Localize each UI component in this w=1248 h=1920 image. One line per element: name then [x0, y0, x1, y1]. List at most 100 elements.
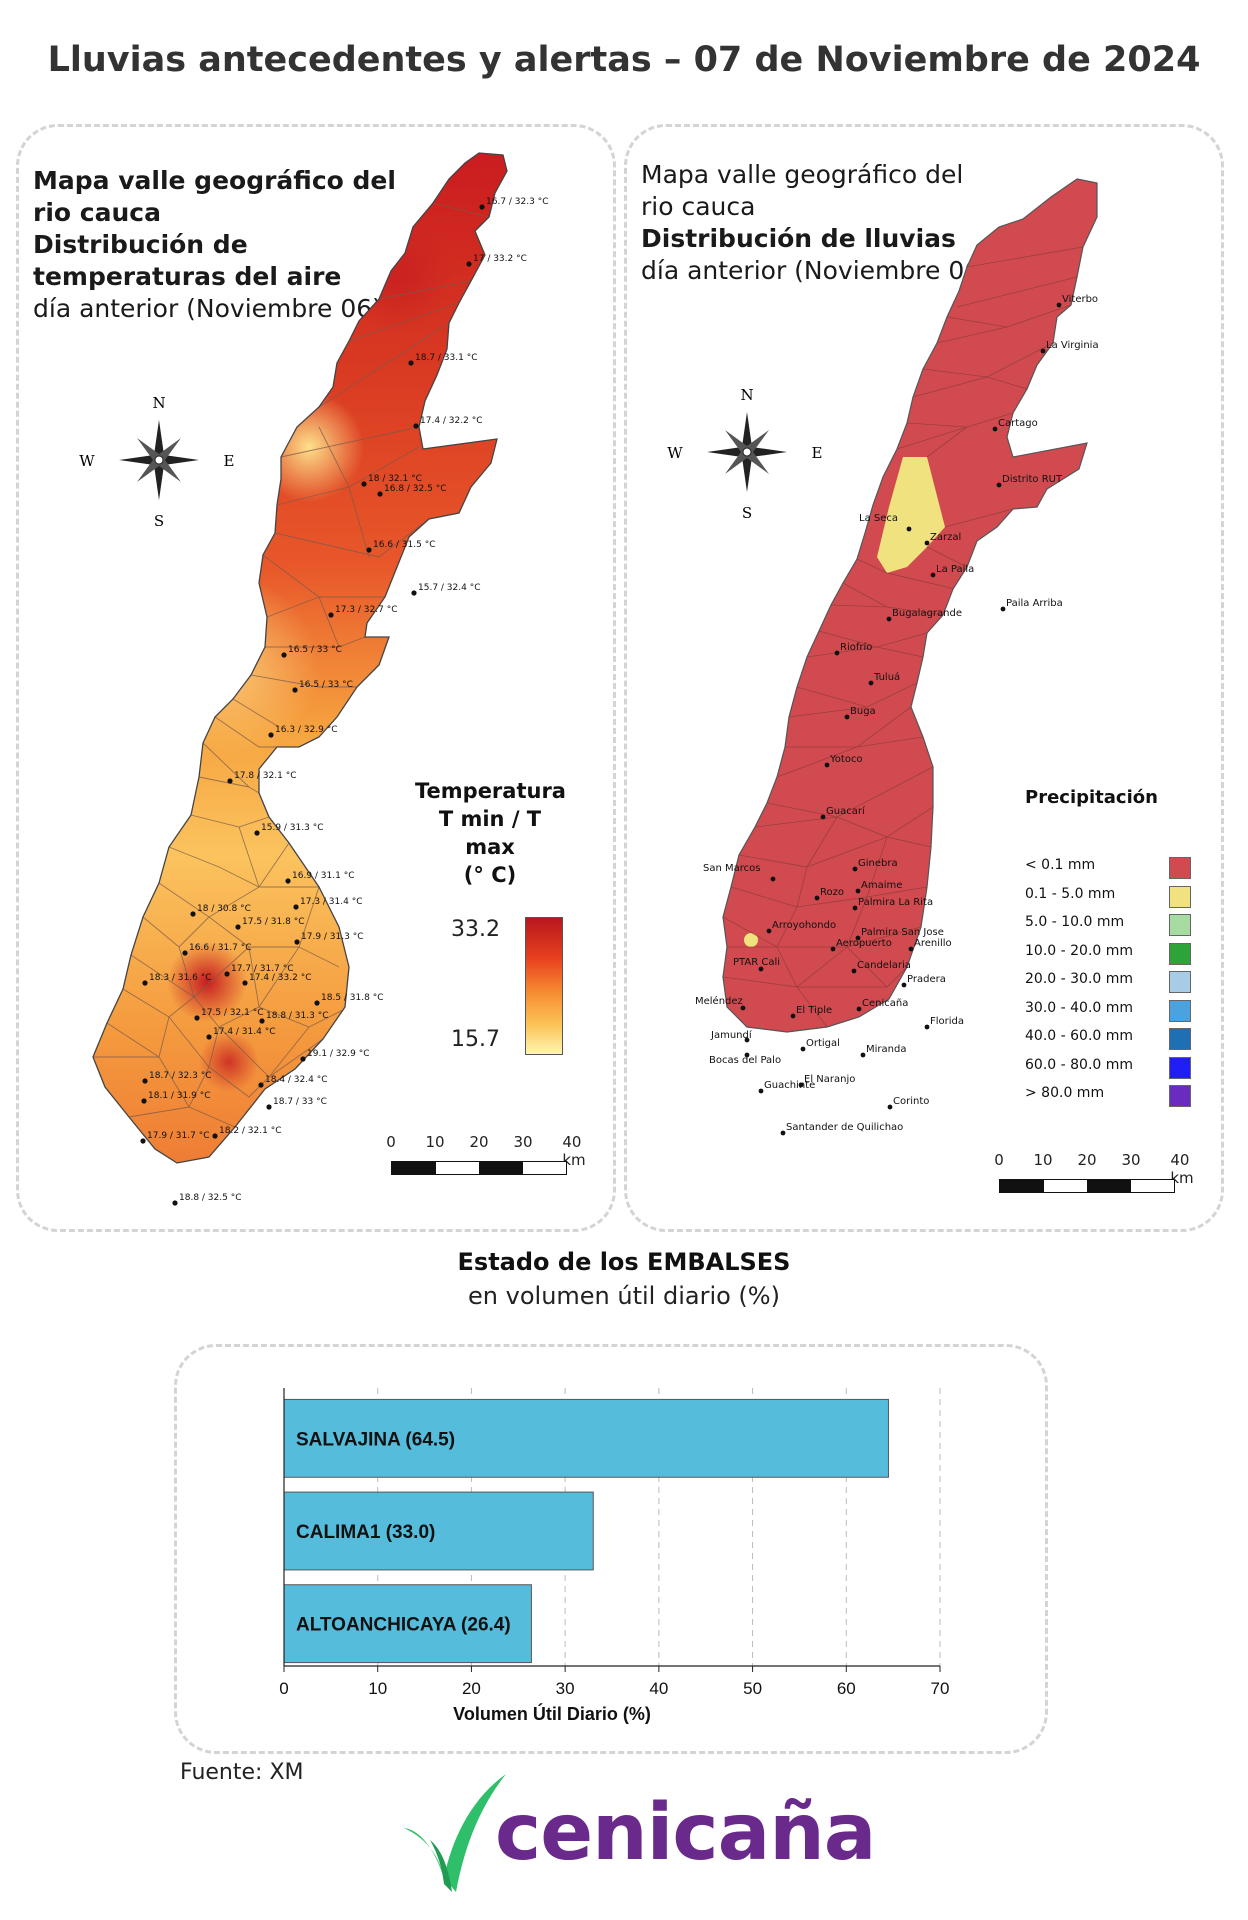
- temperature-station-label: 17.4 / 31.4 °C: [213, 1027, 275, 1037]
- chart-bar-label: SALVAJINA (64.5): [296, 1429, 455, 1450]
- precipitation-legend-item: 40.0 - 60.0 mm: [1025, 1028, 1205, 1052]
- rain-station-label: Paila Arriba: [1006, 598, 1063, 609]
- chart-x-tick-label: 0: [279, 1679, 288, 1698]
- chart-x-tick-label: 40: [649, 1679, 668, 1698]
- temperature-station-label: 18.1 / 31.9 °C: [148, 1091, 210, 1101]
- rain-station-label: Ortigal: [806, 1038, 840, 1049]
- temperature-legend-max: 33.2: [451, 917, 500, 942]
- svg-text:W: W: [79, 452, 95, 470]
- rain-station: Buga: [844, 706, 876, 720]
- rain-station-label: Palmira La Rita: [858, 897, 933, 908]
- temperature-station-label: 17.4 / 32.2 °C: [420, 416, 482, 426]
- temperature-station: 18.2 / 32.1 °C: [212, 1126, 281, 1139]
- precipitation-legend-item: < 0.1 mm: [1025, 857, 1205, 881]
- rain-station: Candelaria: [851, 960, 911, 974]
- precipitation-legend-item: 60.0 - 80.0 mm: [1025, 1056, 1205, 1081]
- chart-x-tick-label: 30: [556, 1679, 575, 1698]
- rain-station: El Naranjo: [798, 1074, 855, 1088]
- chart-bar-label: ALTOANCHICAYA (26.4): [296, 1615, 511, 1636]
- temperature-station: 18.7 / 32.3 °C: [142, 1071, 211, 1084]
- temperature-station: 18.3 / 31.6 °C: [142, 973, 211, 986]
- rain-station: Amaime: [855, 880, 902, 894]
- precipitation-legend-label: 40.0 - 60.0 mm: [1025, 1028, 1134, 1044]
- svg-text:S: S: [742, 504, 752, 522]
- temperature-station: 16.6 / 31.7 °C: [182, 943, 251, 956]
- temperature-station: 17.4 / 33.2 °C: [242, 973, 311, 986]
- rain-station: Guacarí: [820, 805, 866, 820]
- rain-map-subtitle: día anterior (Noviembre 06): [641, 256, 990, 285]
- precipitation-legend-label: 0.1 - 5.0 mm: [1025, 885, 1116, 902]
- rain-station: Ginebra: [852, 858, 898, 872]
- temperature-station-label: 16.8 / 32.5 °C: [384, 484, 446, 494]
- rain-station: Paila Arriba: [1000, 598, 1063, 612]
- temperature-station: 17.9 / 31.7 °C: [140, 1131, 209, 1144]
- temperature-station-label: 18.4 / 32.4 °C: [265, 1075, 327, 1085]
- chart-x-tick-label: 10: [368, 1679, 387, 1698]
- temperature-station-label: 18.7 / 32.3 °C: [149, 1071, 211, 1081]
- rain-station-label: Miranda: [866, 1044, 906, 1055]
- rain-station: Florida: [924, 1016, 964, 1030]
- precipitation-legend-label: 60.0 - 80.0 mm: [1025, 1056, 1134, 1073]
- temperature-station-label: 18.7 / 33 °C: [273, 1097, 327, 1107]
- svg-text:E: E: [224, 452, 235, 470]
- rain-station: Tuluá: [868, 671, 900, 686]
- temperature-legend-min: 15.7: [451, 1027, 500, 1052]
- precipitation-legend-item: > 80.0 mm: [1025, 1085, 1205, 1109]
- chart-x-axis-label: Volumen Útil Diario (%): [453, 1703, 651, 1724]
- rain-station: Corinto: [887, 1096, 929, 1110]
- rain-station-label: Pradera: [907, 974, 946, 985]
- rain-station: Rozo: [814, 887, 844, 901]
- rain-station-label: Arenillo: [914, 938, 952, 949]
- chart-x-tick-label: 20: [462, 1679, 481, 1698]
- temperature-station: 16.6 / 31.5 °C: [366, 540, 435, 553]
- rain-station: Santander de Quilichao: [780, 1122, 903, 1136]
- temperature-station-label: 18 / 32.1 °C: [368, 474, 422, 484]
- temperature-station: 18.8 / 32.5 °C: [172, 1193, 241, 1206]
- rain-station: Bocas del Palo: [709, 1052, 781, 1066]
- temperature-station: 17.3 / 32.7 °C: [328, 605, 397, 618]
- temperature-station-label: 18.2 / 32.1 °C: [219, 1126, 281, 1136]
- rain-station: La Seca: [859, 513, 912, 532]
- temperature-station: 17.3 / 31.4 °C: [293, 897, 362, 910]
- temperature-station: 18 / 32.1 °C: [361, 474, 422, 487]
- temperature-legend-title: Temperatura T min / T max (° C): [415, 779, 566, 887]
- rain-station: Miranda: [860, 1044, 906, 1058]
- temperature-station-label: 19.1 / 32.9 °C: [307, 1049, 369, 1059]
- temperature-station: 17.4 / 32.2 °C: [413, 416, 482, 429]
- precipitation-legend-item: 30.0 - 40.0 mm: [1025, 999, 1205, 1024]
- temperature-station-label: 16.9 / 31.1 °C: [292, 871, 354, 881]
- source-note: Fuente: XM: [180, 1760, 304, 1785]
- svg-text:N: N: [740, 386, 753, 404]
- chart-x-tick-label: 60: [837, 1679, 856, 1698]
- chart-bar-label: CALIMA1 (33.0): [296, 1522, 435, 1543]
- temperature-station-label: 17.5 / 32.1 °C: [201, 1008, 263, 1018]
- temperature-station-label: 17.9 / 31.3 °C: [301, 932, 363, 942]
- rain-station-label: Bocas del Palo: [709, 1055, 781, 1066]
- precipitation-legend-item: 0.1 - 5.0 mm: [1025, 885, 1205, 910]
- temperature-station: 18.5 / 31.8 °C: [314, 993, 383, 1006]
- rain-station-label: Rozo: [820, 887, 844, 898]
- precipitation-color-swatch: [1169, 857, 1191, 879]
- rain-station-label: Bugalagrande: [892, 608, 962, 619]
- rain-station-label: Amaime: [861, 880, 902, 891]
- chart-x-tick-label: 50: [743, 1679, 762, 1698]
- temperature-station-label: 16.6 / 31.7 °C: [189, 943, 251, 953]
- chart-bar: [283, 1398, 889, 1478]
- temperature-station: 15.7 / 32.4 °C: [411, 583, 480, 596]
- rain-station-label: Riofrío: [840, 641, 872, 653]
- precipitation-color-swatch: [1169, 971, 1191, 993]
- temperature-station-label: 17.3 / 32.7 °C: [335, 605, 397, 615]
- precipitation-legend-label: > 80.0 mm: [1025, 1085, 1105, 1101]
- precipitation-legend-label: 30.0 - 40.0 mm: [1025, 999, 1134, 1016]
- precipitation-color-swatch: [1169, 885, 1191, 908]
- rain-station-label: La Paila: [936, 564, 974, 575]
- temperature-station-label: 16.6 / 31.5 °C: [373, 540, 435, 550]
- temperature-gradient-bar: [525, 917, 563, 1055]
- temperature-station: 17.5 / 31.8 °C: [235, 917, 304, 930]
- rain-station-label: PTAR Cali: [733, 957, 780, 968]
- svg-text:S: S: [154, 512, 164, 530]
- temperature-station: 17.4 / 31.4 °C: [206, 1027, 275, 1040]
- rain-station: La Paila: [930, 564, 974, 578]
- chart-x-tick-label: 70: [931, 1679, 950, 1698]
- rain-station-label: Palmira San Jose: [861, 927, 944, 938]
